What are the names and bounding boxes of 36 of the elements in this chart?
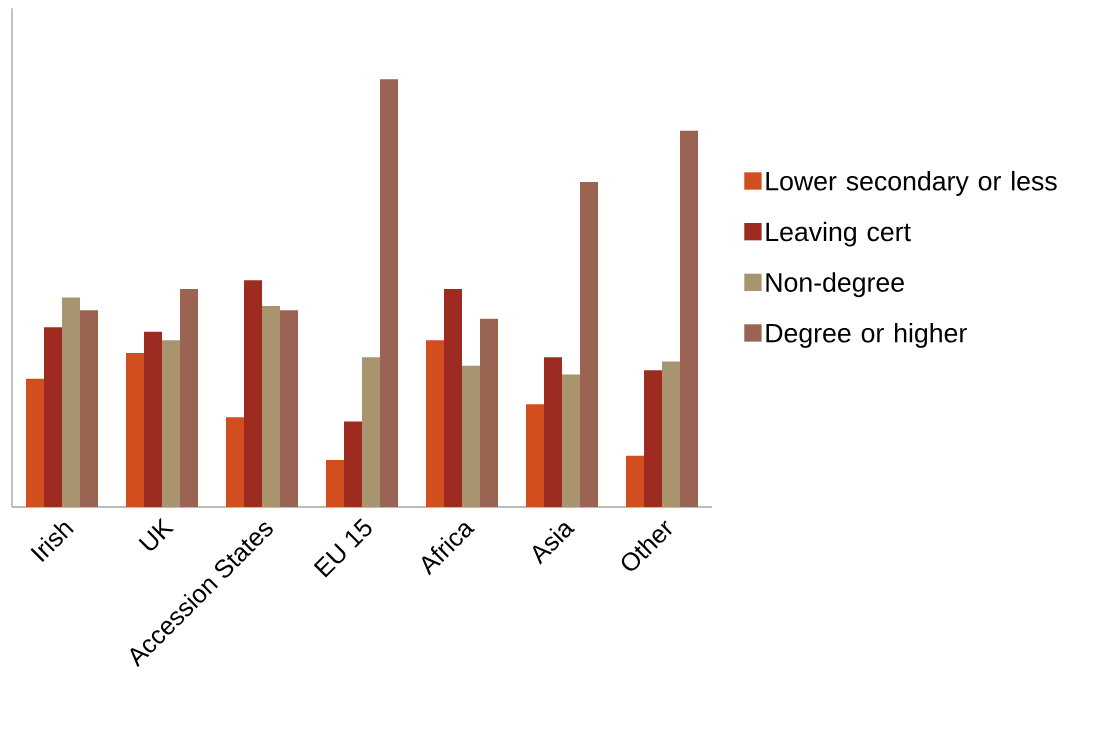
bar [580, 181, 599, 507]
bar [262, 305, 281, 507]
bar [526, 404, 545, 507]
bar [480, 318, 499, 507]
bar [362, 357, 381, 507]
bar [144, 331, 162, 507]
bar [326, 459, 345, 507]
bar [544, 357, 563, 507]
bar [344, 421, 363, 507]
bar [162, 340, 180, 507]
bar [426, 340, 445, 507]
bar [626, 455, 645, 507]
bar [180, 288, 198, 507]
bar [380, 79, 399, 507]
bar [226, 417, 244, 507]
bar [680, 130, 699, 507]
x-tick-label: Irish [30, 522, 74, 563]
bar [444, 288, 463, 507]
bar [44, 327, 63, 507]
x-tick-label: EU 15 [313, 518, 372, 578]
bar [26, 378, 44, 507]
x-tick-label: Asia [532, 523, 575, 565]
bar [662, 361, 681, 507]
bar [562, 374, 581, 507]
bar [280, 310, 299, 507]
bar [62, 297, 80, 507]
bar [644, 370, 663, 507]
legend-label: Non-degree [766, 272, 904, 298]
bar [244, 280, 263, 507]
bar [126, 353, 144, 507]
legend-label: Leaving cert [766, 221, 911, 247]
bar [462, 365, 481, 507]
legend-label: Degree or higher [766, 322, 967, 348]
legend-label: Lower secondary or less [766, 171, 1057, 196]
bar [80, 310, 98, 507]
x-tick-label: UK [138, 517, 175, 551]
